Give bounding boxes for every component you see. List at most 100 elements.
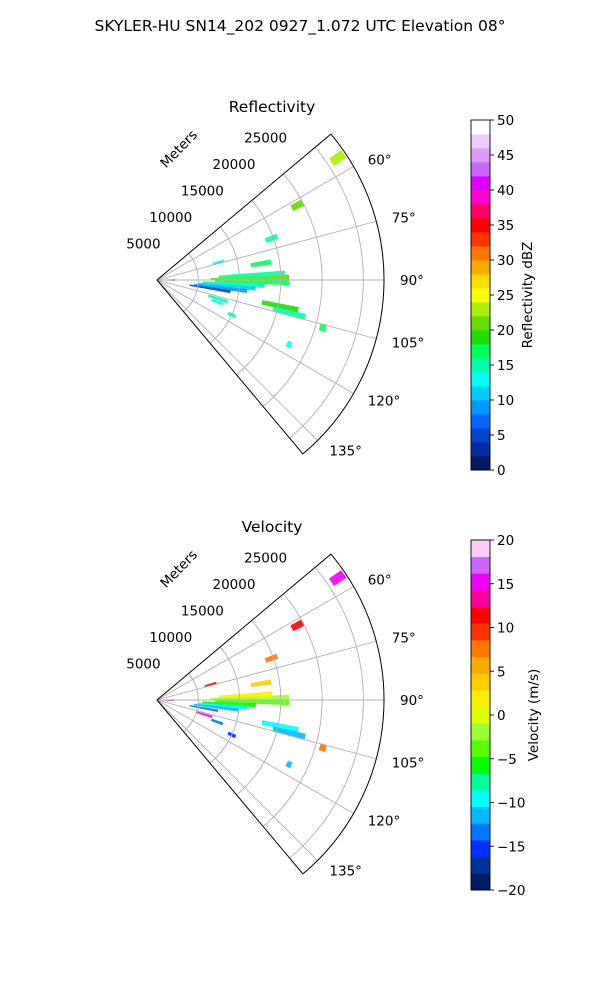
azimuth-tick-label: 90° (400, 273, 424, 289)
colorbar-segment (471, 414, 490, 429)
azimuth-tick-label: 105° (392, 755, 425, 771)
echo-segment (250, 259, 272, 268)
echo-segment (210, 298, 224, 306)
colorbar-segment (471, 756, 490, 774)
colorbar-tick-label: 25 (497, 288, 514, 304)
azimuth-spoke (156, 279, 318, 441)
colorbar-segment (471, 573, 490, 591)
velocity-azimuth-labels: 60° 75° 90° 105° 120° 135° (329, 573, 424, 880)
echo-segment (193, 703, 240, 712)
colorbar-segment (471, 358, 490, 373)
reflectivity-range-axis-label: Meters (157, 127, 201, 171)
colorbar-segment (471, 723, 490, 741)
colorbar-segment (471, 556, 490, 574)
reflectivity-azimuth-labels: 60° 75° 90° 105° 120° 135° (329, 153, 424, 460)
echo-segment (285, 760, 293, 769)
colorbar-tick-label: −15 (497, 839, 526, 855)
figure-title: SKYLER-HU SN14_202 0927_1.072 UTC Elevat… (95, 17, 506, 36)
echo-segment (261, 720, 299, 733)
azimuth-spoke (156, 279, 377, 340)
sector-outline (156, 553, 385, 875)
range-ring (262, 593, 323, 827)
range-tick-label: 20000 (213, 577, 256, 593)
colorbar-segment (471, 706, 490, 724)
colorbar-segment (471, 288, 490, 303)
range-tick-label: 5000 (126, 656, 160, 672)
echo-segment (329, 150, 347, 166)
range-tick-label: 15000 (181, 183, 224, 199)
colorbar-tick-label: 0 (497, 708, 506, 724)
colorbar-segment (471, 232, 490, 247)
echo-segment (250, 679, 272, 688)
echo-segment (189, 705, 219, 713)
azimuth-tick-label: 105° (392, 335, 425, 351)
range-tick-label: 10000 (149, 210, 192, 226)
colorbar-segment (471, 540, 490, 558)
azimuth-spoke (156, 699, 354, 814)
echo-segment (207, 294, 229, 304)
range-ring (236, 200, 282, 376)
range-tick-label: 25000 (244, 130, 287, 146)
echo-segment (210, 718, 224, 726)
echo-segment (218, 270, 285, 279)
colorbar-segment (471, 330, 490, 345)
azimuth-tick-label: 90° (400, 693, 424, 709)
echo-segment (193, 283, 248, 293)
colorbar-tick-label: 40 (497, 183, 514, 199)
echo-segment (196, 711, 213, 719)
velocity-title: Velocity (242, 518, 303, 536)
echo-segment (264, 233, 279, 243)
reflectivity-colorbar-label: Reflectivity dBZ (520, 242, 536, 349)
azimuth-spoke (156, 640, 377, 701)
colorbar-tick-label: 30 (497, 253, 514, 269)
colorbar-segment (471, 218, 490, 233)
azimuth-spoke (156, 699, 318, 861)
azimuth-spoke (156, 586, 354, 701)
azimuth-tick-label: 60° (368, 573, 392, 589)
reflectivity-colorbar: 0 5 10 15 20 25 30 35 40 45 50 (470, 113, 514, 479)
colorbar-segment (471, 590, 490, 608)
echo-segment (272, 726, 306, 741)
range-ring (289, 147, 364, 439)
azimuth-spoke (156, 166, 354, 281)
colorbar-segment (471, 840, 490, 858)
colorbar-segment (471, 246, 490, 261)
colorbar-segment (471, 190, 490, 205)
colorbar-segment (471, 148, 490, 163)
colorbar-tick-label: 10 (497, 621, 514, 637)
echo-segment (329, 570, 347, 586)
colorbar-segment (471, 456, 490, 471)
echo-segment (290, 199, 305, 212)
range-ring (262, 173, 323, 407)
echo-segment (285, 340, 293, 349)
range-tick-label: 5000 (126, 236, 160, 252)
colorbar-segment (471, 442, 490, 457)
azimuth-spoke (156, 699, 377, 760)
colorbar-tick-label: 20 (497, 533, 514, 549)
colorbar-segment (471, 740, 490, 758)
azimuth-tick-label: 60° (368, 153, 392, 169)
colorbar-segment (471, 344, 490, 359)
colorbar-segment (471, 134, 490, 149)
echo-segment (290, 619, 305, 632)
colorbar-tick-label: 15 (497, 577, 514, 593)
colorbar-tick-label: 35 (497, 218, 514, 234)
velocity-colorbar: −20 −15 −10 −5 0 5 10 15 20 (470, 533, 526, 899)
colorbar-segment (471, 656, 490, 674)
azimuth-tick-label: 135° (329, 863, 362, 879)
colorbar-segment (471, 773, 490, 791)
colorbar-segment (471, 856, 490, 874)
range-tick-label: 15000 (181, 603, 224, 619)
reflectivity-panel: Reflectivity 5000 10000 15000 20000 25000 60… (126, 98, 536, 479)
colorbar-segment (471, 823, 490, 841)
echo-segment (218, 691, 273, 699)
colorbar-segment (471, 302, 490, 317)
echo-segment (261, 300, 299, 313)
azimuth-tick-label: 120° (368, 814, 401, 830)
colorbar-tick-label: 5 (497, 664, 506, 680)
range-tick-label: 10000 (149, 630, 192, 646)
echo-segment (212, 259, 225, 266)
colorbar-segment (471, 428, 490, 443)
range-ring (289, 567, 364, 859)
